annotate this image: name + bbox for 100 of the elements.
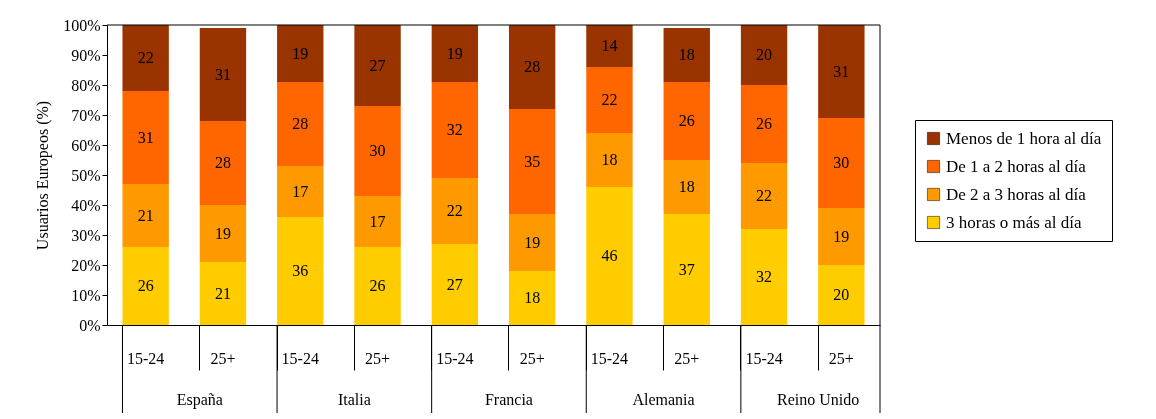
text: Alemania [632,391,695,408]
data-label: 18 [678,178,695,195]
y-tick-label: 90% [71,46,101,64]
data-label: 26 [137,277,154,294]
x-tick-label: 25+ [365,349,391,367]
bar [586,133,633,187]
data-label: 26 [678,112,695,129]
data-label: 28 [214,154,231,171]
data-label: 17 [369,212,386,230]
bar [199,262,247,325]
bar [663,214,710,325]
y-axis-title: Usuarios Europeos (%) [34,100,53,251]
x-tick-label: 25+ [210,349,236,367]
bar [663,160,710,214]
data-label: 35 [524,152,541,170]
legend-label: De 1 a 2 horas al día [946,156,1087,176]
data-label: 19 [446,44,463,62]
x-tick-label: 15-24 [436,349,474,367]
data-label: 19 [524,233,541,251]
data-label: 19 [833,227,850,245]
y-tick-label: 100% [63,16,101,34]
y-tick-label: 30% [71,226,101,244]
bar [354,196,401,247]
y-tick-label: 70% [71,106,101,124]
bar [818,208,865,265]
bar [663,82,710,160]
bar [508,109,556,214]
bar [199,121,247,205]
data-label: 20 [833,286,850,303]
bar [199,205,247,262]
x-tick-label: 25+ [519,349,545,367]
data-label: 20 [756,46,773,63]
x-tick-label: 25+ [674,349,700,367]
bar [277,166,324,217]
data-label: 46 [601,247,618,264]
data-label: 27 [369,56,386,74]
bar [431,244,479,325]
x-tick-label: 15-24 [126,349,165,367]
data-label: 26 [369,277,386,294]
legend-label: Menos de 1 hora al día [946,128,1102,148]
bar [740,229,788,325]
bar [586,67,633,133]
bar [431,178,479,244]
bar [740,85,788,163]
bar [122,184,169,247]
bar [431,82,479,178]
data-label: 31 [833,62,850,80]
data-label: 21 [214,284,231,302]
data-label: 19 [214,224,231,242]
data-label: 18 [601,151,618,168]
bar [354,106,401,196]
data-label: 32 [756,268,773,285]
bar [818,25,865,118]
data-label: 18 [524,289,541,306]
bar [122,25,169,91]
y-tick-label: 20% [71,256,101,274]
y-tick-label: 0% [79,316,101,334]
legend-label: De 2 a 3 horas al día [946,184,1087,204]
bar [586,25,633,67]
bar [663,28,710,82]
bar [508,271,556,325]
bar [354,247,401,325]
legend-label: 3 horas o más al día [946,212,1082,232]
data-label: 30 [369,142,386,159]
data-label: 30 [833,154,850,171]
bar [818,265,865,325]
text: Reino Unido [777,391,860,408]
bar [586,187,633,325]
data-label: 37 [678,260,695,278]
bar [740,25,788,85]
data-label: 17 [292,182,309,200]
data-label: 32 [446,121,463,138]
data-label: 22 [601,91,618,108]
x-tick-label: 25+ [828,349,854,367]
data-label: 19 [292,44,309,62]
bar [354,25,401,106]
y-tick-label: 60% [71,136,101,154]
bar [277,82,324,166]
bar [740,163,788,229]
y-tick-label: 10% [71,286,101,304]
bar [277,25,324,82]
y-tick-label: 40% [71,196,101,214]
data-label: 14 [601,37,618,54]
data-label: 27 [446,275,463,293]
data-label: 31 [214,65,231,83]
bar [818,118,865,208]
bar [431,25,479,82]
data-label: 21 [137,206,154,224]
text: España [176,391,223,409]
bar [508,25,556,109]
data-label: 36 [292,262,309,279]
x-tick-label: 15-24 [590,349,629,367]
data-label: 28 [292,115,309,132]
bar [508,214,556,271]
text: Francia [484,391,533,408]
data-label: 22 [137,49,154,66]
bar [122,91,169,184]
data-label: 22 [756,187,773,204]
bar [122,247,169,325]
data-label: 31 [137,128,154,146]
